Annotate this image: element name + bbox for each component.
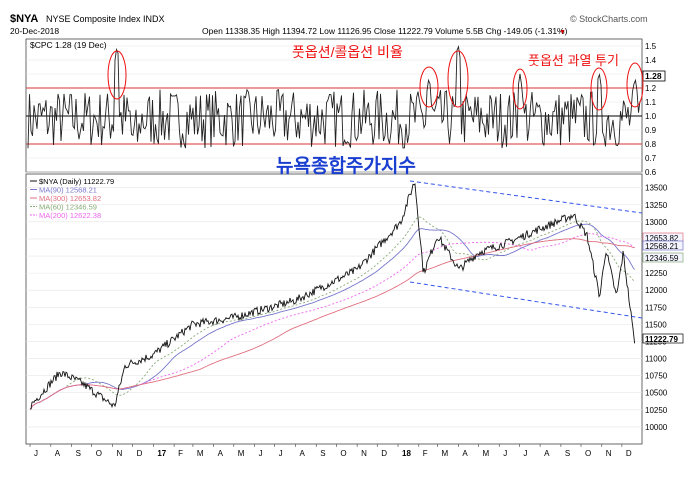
x-tick-label: J bbox=[523, 449, 527, 458]
price-y-axis: 1350013250130001275012500122501200011750… bbox=[645, 184, 668, 432]
right-label: 12346.59 bbox=[645, 254, 679, 263]
x-tick-label: A bbox=[55, 449, 61, 458]
x-tick-label: O bbox=[340, 449, 346, 458]
x-tick-label: M bbox=[442, 449, 449, 458]
cpc-tick-label: 1.4 bbox=[645, 56, 657, 65]
cpc-series-line bbox=[27, 45, 641, 149]
x-tick-label: D bbox=[626, 449, 632, 458]
cpc-reference-lines bbox=[26, 87, 642, 145]
ma60-line bbox=[29, 216, 635, 410]
price-tick-label: 10500 bbox=[645, 389, 668, 398]
x-tick-label: J bbox=[503, 449, 507, 458]
legend-label: MA(90) 12568.21 bbox=[39, 186, 97, 195]
x-tick-label: S bbox=[320, 449, 325, 458]
cpc-tick-label: 0.6 bbox=[645, 168, 657, 177]
price-tick-label: 13250 bbox=[645, 201, 668, 210]
x-tick-label: M bbox=[197, 449, 204, 458]
cpc-last-value-badge: 1.28 bbox=[642, 70, 666, 82]
nya-price-line bbox=[29, 183, 636, 410]
overbuy-annotation: 풋옵션 과열 투기 bbox=[528, 53, 619, 68]
cpc-tick-label: 0.7 bbox=[645, 154, 657, 163]
price-tick-label: 11500 bbox=[645, 320, 667, 329]
x-tick-label: S bbox=[565, 449, 570, 458]
x-tick-label: D bbox=[381, 449, 387, 458]
x-tick-label: J bbox=[259, 449, 263, 458]
x-tick-label: J bbox=[279, 449, 283, 458]
spike-circle-4 bbox=[512, 68, 528, 110]
x-tick-label: 18 bbox=[402, 449, 411, 458]
right-label: 12653.82 bbox=[645, 234, 679, 243]
price-tick-label: 11000 bbox=[645, 355, 667, 364]
cpc-tick-label: 1.5 bbox=[645, 42, 657, 51]
price-tick-label: 12250 bbox=[645, 269, 668, 278]
spike-circle-3 bbox=[447, 50, 469, 108]
x-tick-label: M bbox=[238, 449, 245, 458]
price-tick-label: 11750 bbox=[645, 303, 667, 312]
price-tick-label: 10000 bbox=[645, 423, 668, 432]
x-tick-label: A bbox=[218, 449, 224, 458]
legend-label: $NYA (Daily) 11222.79 bbox=[39, 177, 114, 186]
price-panel bbox=[25, 173, 643, 445]
x-tick-label: 17 bbox=[157, 449, 166, 458]
spike-circle-2 bbox=[419, 66, 439, 108]
x-tick-label: S bbox=[76, 449, 81, 458]
x-tick-label: N bbox=[116, 449, 122, 458]
price-gridlines bbox=[26, 187, 642, 428]
right-label-box bbox=[642, 252, 684, 263]
right-label: 12568.21 bbox=[645, 242, 679, 251]
x-tick-label: A bbox=[462, 449, 468, 458]
x-tick-label: A bbox=[544, 449, 550, 458]
x-tick-label: M bbox=[482, 449, 489, 458]
legend-label: MA(60) 12346.59 bbox=[39, 203, 97, 212]
cpc-last-value: 1.28 bbox=[645, 71, 662, 81]
x-tick-label: N bbox=[361, 449, 367, 458]
price-tick-label: 12000 bbox=[645, 286, 668, 295]
down-arrow-icon: ▼ bbox=[559, 29, 566, 36]
x-axis: J A S O N D 17 F M A M J J A S O N D 18 F M A M J J A S O N D bbox=[29, 444, 632, 458]
moving-average-lines bbox=[29, 216, 635, 410]
cpc-tick-label: 1.0 bbox=[645, 112, 657, 121]
ratio-annotation: 풋옵션/콜옵션 비율 bbox=[292, 44, 403, 60]
right-label-box bbox=[642, 240, 684, 251]
spike-circle-6 bbox=[626, 62, 644, 108]
x-tick-label: D bbox=[137, 449, 143, 458]
header-date: 20-Dec-2018 bbox=[10, 26, 59, 36]
ticker: $NYA bbox=[10, 13, 38, 25]
right-label-box bbox=[642, 333, 684, 344]
ma300-line bbox=[29, 238, 635, 410]
price-tick-label: 13000 bbox=[645, 218, 668, 227]
price-tick-label: 10250 bbox=[645, 406, 668, 415]
x-tick-label: F bbox=[423, 449, 428, 458]
x-tick-label: O bbox=[96, 449, 102, 458]
cpc-tick-label: 0.9 bbox=[645, 126, 657, 135]
legend-label: MA(300) 12653.82 bbox=[39, 194, 101, 203]
x-tick-label: O bbox=[585, 449, 591, 458]
x-tick-label: A bbox=[299, 449, 305, 458]
cpc-tick-label: 1.2 bbox=[645, 84, 657, 93]
legend-label: MA(200) 12622.38 bbox=[39, 211, 101, 220]
spike-circle-1 bbox=[107, 50, 127, 100]
index-annotation: 뉴욕종합주가지수 bbox=[276, 155, 416, 177]
price-tick-label: 13500 bbox=[645, 184, 668, 193]
x-tick-label: F bbox=[178, 449, 183, 458]
spike-circle-5 bbox=[590, 67, 608, 111]
x-tick-label: J bbox=[34, 449, 38, 458]
header-stats: Open 11338.35 High 11394.72 Low 11126.95… bbox=[202, 26, 568, 36]
x-tick-label: N bbox=[606, 449, 612, 458]
cpc-tick-label: 1.1 bbox=[645, 98, 657, 107]
watermark: © StockCharts.com bbox=[570, 14, 648, 24]
price-tick-label: 10750 bbox=[645, 372, 668, 381]
cpc-legend: $CPC 1.28 (19 Dec) bbox=[30, 40, 107, 50]
index-name: NYSE Composite Index INDX bbox=[46, 14, 165, 24]
right-label: 11222.79 bbox=[645, 335, 678, 344]
cpc-tick-label: 0.8 bbox=[645, 140, 657, 149]
